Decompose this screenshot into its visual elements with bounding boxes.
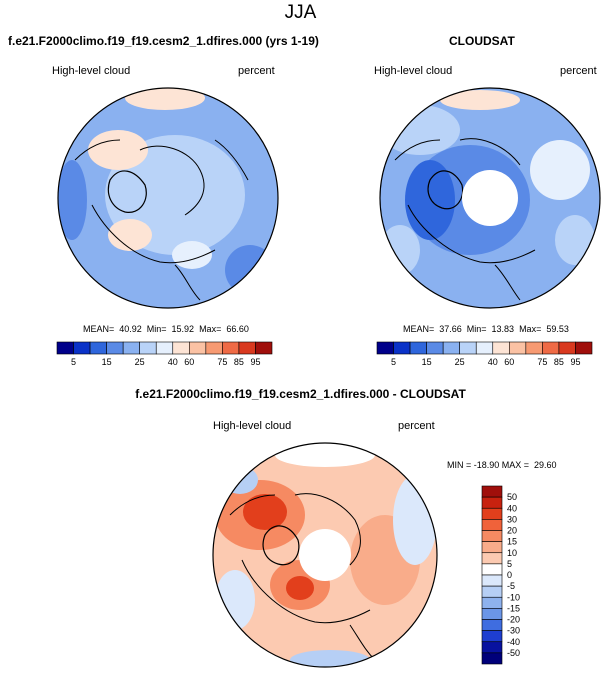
panel-2-title: CLOUDSAT (449, 34, 515, 48)
panel-3-units: percent (398, 420, 435, 432)
colorbar-swatch (106, 341, 124, 355)
map-2-border (379, 87, 601, 309)
panel-2-variable: High-level cloud (374, 65, 453, 77)
colorbar-tick-label: 75 (217, 357, 227, 367)
colorbar-tick-label: 25 (135, 357, 145, 367)
colorbar-swatch (481, 530, 503, 542)
colorbar-tick-label: 85 (554, 357, 564, 367)
colorbar-swatch (255, 341, 273, 355)
colorbar-swatch (409, 341, 427, 355)
panel-1-title: f.e21.F2000climo.f19_f19.cesm2_1.dfires.… (8, 34, 319, 48)
colorbar-tick-label: 75 (537, 357, 547, 367)
colorbar-swatch (376, 341, 394, 355)
colorbar-swatch (481, 519, 503, 531)
colorbar-swatch (238, 341, 256, 355)
panel-1-variable: High-level cloud (52, 65, 131, 77)
colorbar-tick-label: -5 (507, 581, 515, 591)
colorbar-swatch (558, 341, 576, 355)
colorbar-1: 5 15 25 40 60 75 85 95 (56, 341, 273, 367)
colorbar-swatch (475, 341, 494, 355)
colorbar-swatch (481, 641, 503, 654)
colorbar-swatch (481, 496, 503, 509)
colorbar-tick-label: 60 (184, 357, 194, 367)
colorbar-swatch (575, 341, 593, 355)
colorbar-tick-label: -10 (507, 592, 520, 602)
colorbar-swatch (73, 341, 91, 355)
colorbar-tick-label: 15 (102, 357, 112, 367)
colorbar-tick-label: 5 (71, 357, 76, 367)
colorbar-swatch (222, 341, 240, 355)
colorbar-swatch (189, 341, 207, 355)
colorbar-swatch (525, 341, 543, 355)
colorbar-swatch (426, 341, 444, 355)
colorbar-tick-label: 95 (250, 357, 260, 367)
colorbar-tick-label: 85 (234, 357, 244, 367)
map-2-polar-gap (462, 170, 518, 226)
colorbar-swatch (442, 341, 460, 355)
colorbar-tick-label: 15 (507, 537, 517, 547)
map-3-polar-gap (299, 529, 351, 581)
colorbar-tick-label: 40 (168, 357, 178, 367)
colorbar-swatch (56, 341, 74, 355)
colorbar-swatch (481, 585, 503, 598)
colorbar-swatch (393, 341, 411, 355)
panel-3-title: f.e21.F2000climo.f19_f19.cesm2_1.dfires.… (135, 387, 466, 401)
colorbar-tick-label: 60 (504, 357, 514, 367)
colorbar-tick-label: 40 (488, 357, 498, 367)
colorbar-tick-label: 25 (455, 357, 465, 367)
colorbar-swatch (459, 341, 477, 355)
colorbar-swatch (481, 541, 503, 554)
panel-3-variable: High-level cloud (213, 420, 292, 432)
map-1 (58, 88, 278, 308)
colorbar-tick-label: 15 (422, 357, 432, 367)
colorbar-swatch (481, 563, 503, 576)
colorbar-tick-label: 10 (507, 548, 517, 558)
colorbar-swatch (122, 341, 140, 355)
colorbar-swatch (481, 485, 503, 498)
colorbar-swatch (481, 608, 503, 620)
colorbar-tick-label: -20 (507, 615, 520, 625)
colorbar-tick-label: 40 (507, 503, 517, 513)
panel-1-units: percent (238, 65, 275, 77)
colorbar-swatch (481, 652, 503, 665)
colorbar-2: 5 15 25 40 60 75 85 95 (376, 341, 593, 367)
colorbar-swatch (481, 507, 503, 520)
colorbar-swatch (509, 341, 527, 355)
colorbar-swatch (89, 341, 107, 355)
colorbar-tick-label: -40 (507, 637, 520, 647)
colorbar-tick-label: 5 (391, 357, 396, 367)
colorbar-swatch (542, 341, 560, 355)
colorbar-swatch (492, 341, 510, 355)
colorbar-swatch (481, 596, 503, 609)
colorbar-swatch (139, 341, 157, 355)
colorbar-tick-label: -30 (507, 626, 520, 636)
colorbar-swatch (481, 619, 503, 631)
colorbar-tick-label: 50 (507, 492, 517, 502)
page-title: JJA (284, 2, 317, 23)
map-1-border (57, 87, 279, 309)
colorbar-swatch (155, 341, 174, 355)
map-3-border (212, 442, 438, 668)
panel-2-stats: MEAN= 37.66 Min= 13.83 Max= 59.53 (403, 324, 569, 334)
colorbar-tick-label: -50 (507, 648, 520, 658)
panel-2-units: percent (560, 65, 597, 77)
colorbar-tick-label: 95 (570, 357, 580, 367)
colorbar-swatch (481, 552, 503, 565)
colorbar-tick-label: 20 (507, 526, 517, 536)
colorbar-tick-label: 5 (507, 559, 512, 569)
colorbar-swatch (205, 341, 223, 355)
colorbar-swatch (172, 341, 190, 355)
colorbar-tick-label: 0 (507, 570, 512, 580)
map-3 (213, 443, 437, 667)
colorbar-swatch (481, 574, 503, 587)
colorbar-tick-label: 30 (507, 514, 517, 524)
panel-3-stats: MIN = -18.90 MAX = 29.60 (447, 460, 557, 470)
colorbar-swatch (481, 630, 503, 643)
panel-1-stats: MEAN= 40.92 Min= 15.92 Max= 66.60 (83, 324, 249, 334)
colorbar-tick-label: -15 (507, 603, 520, 613)
